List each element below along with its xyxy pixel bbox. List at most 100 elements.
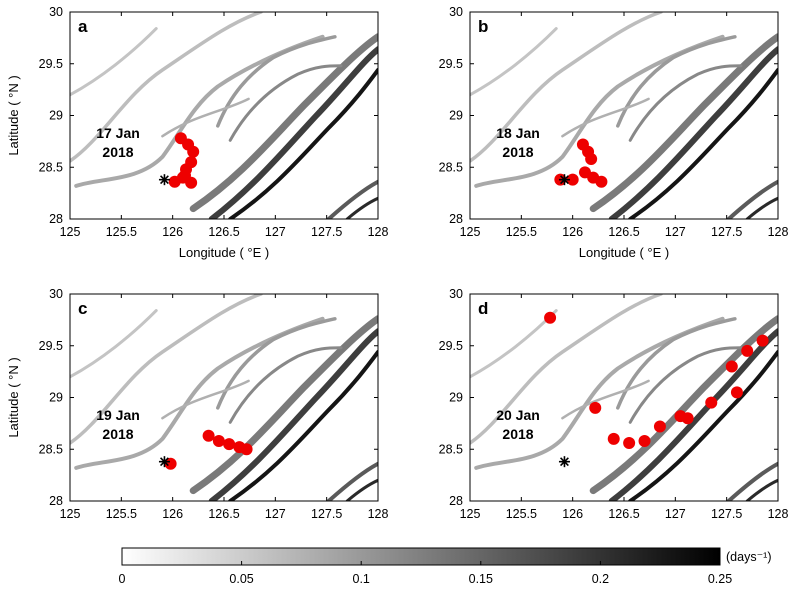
ridge-line bbox=[589, 33, 778, 213]
ridge-line bbox=[474, 34, 725, 188]
y-tick-label: 28.5 bbox=[439, 442, 463, 456]
x-tick-label: 127 bbox=[265, 225, 286, 239]
ridge-line bbox=[161, 97, 250, 138]
ridge-line bbox=[616, 35, 737, 128]
date-label: 18 Jan bbox=[496, 125, 540, 141]
ridge-line bbox=[70, 12, 263, 163]
patch-blob bbox=[544, 311, 557, 324]
ridge-line bbox=[216, 317, 337, 410]
x-tick-label: 125.5 bbox=[106, 507, 137, 521]
date-label: 19 Jan bbox=[96, 407, 140, 423]
patch-blob bbox=[681, 412, 694, 425]
ridge-line bbox=[70, 294, 263, 445]
y-tick-label: 28 bbox=[49, 212, 63, 226]
patch-blob bbox=[595, 175, 608, 188]
date-label: 2018 bbox=[502, 426, 533, 442]
panel-label: b bbox=[478, 17, 488, 36]
ridge-line bbox=[208, 328, 378, 501]
patch-blob bbox=[202, 429, 215, 442]
patch-blob bbox=[223, 438, 236, 451]
patch-blob bbox=[653, 420, 666, 433]
ridge-line bbox=[745, 478, 778, 501]
ridge-line bbox=[628, 68, 778, 219]
y-tick-label: 30 bbox=[449, 287, 463, 301]
patch-blob bbox=[566, 173, 579, 186]
x-tick-label: 125.5 bbox=[506, 225, 537, 239]
panel-label: a bbox=[78, 17, 88, 36]
ridge-line bbox=[726, 179, 778, 219]
y-tick-label: 28.5 bbox=[39, 442, 63, 456]
x-tick-label: 128 bbox=[368, 225, 389, 239]
x-tick-label: 126.5 bbox=[208, 225, 239, 239]
y-tick-label: 28.5 bbox=[39, 160, 63, 174]
x-tick-label: 126 bbox=[162, 507, 183, 521]
map-panel-c: 125 125.5 126 126.5 127 127.5 128 28 28.5 29 29.5 3… bbox=[6, 287, 388, 521]
x-tick-label: 125 bbox=[60, 507, 81, 521]
y-tick-label: 28.5 bbox=[439, 160, 463, 174]
particle-patch bbox=[544, 311, 769, 450]
patch-blob bbox=[164, 457, 177, 470]
ridge-line bbox=[216, 35, 337, 128]
colorbar-tick-label: 0.05 bbox=[229, 572, 253, 586]
ridge-line bbox=[326, 461, 378, 501]
x-tick-label: 125.5 bbox=[506, 507, 537, 521]
ridge-line bbox=[208, 46, 378, 219]
ridge-field bbox=[470, 294, 778, 501]
x-tick-label: 128 bbox=[368, 507, 389, 521]
x-tick-label: 126 bbox=[562, 507, 583, 521]
date-label: 2018 bbox=[102, 426, 133, 442]
ridge-field bbox=[70, 294, 378, 501]
x-tick-label: 125 bbox=[60, 225, 81, 239]
x-tick-label: 125 bbox=[460, 507, 481, 521]
ridge-field bbox=[70, 12, 378, 219]
ridge-line bbox=[161, 379, 250, 420]
ridge-line bbox=[228, 68, 378, 219]
patch-blob bbox=[638, 434, 651, 447]
y-tick-label: 30 bbox=[449, 5, 463, 19]
colorbar-tick-label: 0.15 bbox=[469, 572, 493, 586]
ridge-line bbox=[345, 196, 378, 219]
ridge-line bbox=[628, 346, 743, 424]
map-panel-d: 125 125.5 126 126.5 127 127.5 128 28 28.5 29 29.5 3… bbox=[439, 287, 789, 521]
ridge-line bbox=[628, 350, 778, 501]
ridge-line bbox=[70, 309, 158, 379]
map-panel-a: 125 125.5 126 126.5 127 127.5 128 28 28.5 29 29.5 3… bbox=[6, 5, 388, 260]
ridge-line bbox=[326, 179, 378, 219]
y-tick-label: 29.5 bbox=[439, 57, 463, 71]
date-label: 2018 bbox=[102, 144, 133, 160]
ridge-line bbox=[470, 294, 663, 445]
colorbar-tick-label: 0.25 bbox=[708, 572, 732, 586]
ridge-line bbox=[561, 97, 650, 138]
ridge-line bbox=[628, 64, 743, 142]
date-label: 20 Jan bbox=[496, 407, 540, 423]
y-tick-label: 29.5 bbox=[439, 339, 463, 353]
colorbar-tick-label: 0.1 bbox=[353, 572, 370, 586]
ridge-line bbox=[70, 27, 158, 97]
y-tick-label: 28 bbox=[449, 494, 463, 508]
start-marker bbox=[558, 174, 570, 186]
date-label: 2018 bbox=[502, 144, 533, 160]
patch-blob bbox=[212, 434, 225, 447]
ridge-line bbox=[589, 315, 778, 495]
patch-blob bbox=[741, 344, 754, 357]
ridge-line bbox=[616, 317, 737, 410]
patch-blob bbox=[589, 401, 602, 414]
ridge-line bbox=[561, 379, 650, 420]
ridge-line bbox=[74, 316, 325, 470]
y-tick-label: 29 bbox=[449, 109, 463, 123]
date-label: 17 Jan bbox=[96, 125, 140, 141]
y-axis-label: Latitude ( °N ) bbox=[6, 75, 21, 155]
map-panel-b: 125 125.5 126 126.5 127 127.5 128 28 28.5 29 29.5 3… bbox=[439, 5, 789, 260]
panel-label: d bbox=[478, 299, 488, 318]
x-tick-label: 127 bbox=[665, 507, 686, 521]
particle-patch bbox=[164, 429, 253, 470]
x-axis-label: Longitude ( °E ) bbox=[179, 245, 269, 260]
x-tick-label: 128 bbox=[768, 507, 789, 521]
x-tick-label: 127.5 bbox=[711, 225, 742, 239]
ridge-line bbox=[345, 478, 378, 501]
x-tick-label: 128 bbox=[768, 225, 789, 239]
x-tick-label: 126 bbox=[162, 225, 183, 239]
colorbar: 0 0.05 0.1 0.15 0.2 0.25 (days⁻¹) bbox=[119, 547, 772, 586]
particle-patch bbox=[554, 138, 608, 188]
start-marker bbox=[158, 456, 170, 468]
